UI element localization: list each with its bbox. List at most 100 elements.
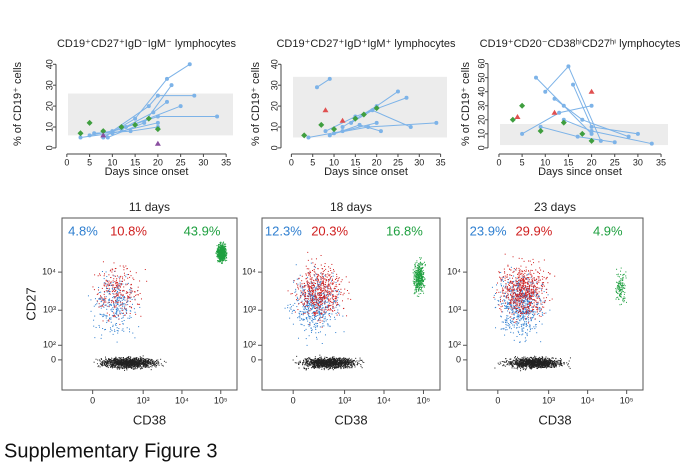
- event: [313, 360, 315, 362]
- event: [332, 362, 334, 364]
- y-axis-label: % of CD19⁺ cells: [12, 61, 24, 146]
- event: [333, 360, 335, 362]
- event: [116, 286, 118, 288]
- point: [118, 124, 125, 130]
- event: [106, 285, 108, 287]
- event: [336, 273, 338, 275]
- event: [317, 280, 319, 282]
- x-tick-label: 5: [520, 157, 525, 167]
- event: [332, 366, 334, 368]
- point: [155, 120, 160, 125]
- event: [331, 365, 333, 367]
- event: [103, 363, 105, 365]
- event: [320, 284, 322, 286]
- event: [342, 308, 344, 310]
- event: [122, 363, 124, 365]
- event: [223, 249, 225, 251]
- event: [133, 308, 135, 310]
- event: [345, 363, 347, 365]
- event: [327, 291, 329, 293]
- event: [294, 302, 296, 304]
- event: [323, 295, 325, 297]
- event: [118, 305, 120, 307]
- event: [221, 257, 223, 259]
- event: [317, 361, 319, 363]
- event: [319, 286, 321, 288]
- event: [313, 318, 315, 320]
- event: [142, 355, 144, 357]
- event: [314, 263, 316, 265]
- event: [320, 309, 322, 311]
- event: [334, 362, 336, 364]
- event: [320, 272, 322, 274]
- event: [307, 311, 309, 313]
- event: [113, 288, 115, 290]
- event: [137, 366, 139, 368]
- x-tick-label: 30: [198, 157, 208, 167]
- event: [321, 310, 323, 312]
- event: [305, 368, 307, 370]
- event: [124, 314, 126, 316]
- event: [321, 297, 323, 299]
- event: [309, 309, 311, 311]
- event: [318, 361, 320, 363]
- event: [330, 282, 332, 284]
- event: [109, 293, 111, 295]
- event: [134, 358, 136, 360]
- event: [117, 293, 119, 295]
- event: [415, 291, 417, 293]
- event: [306, 301, 308, 303]
- event: [219, 256, 221, 258]
- event: [302, 285, 304, 287]
- event: [111, 288, 113, 290]
- event: [339, 361, 341, 363]
- event: [96, 363, 98, 365]
- event: [335, 364, 337, 366]
- event: [324, 312, 326, 314]
- event: [112, 308, 114, 310]
- event: [120, 358, 122, 360]
- event: [122, 315, 124, 317]
- event: [307, 361, 309, 363]
- event: [141, 362, 143, 364]
- x-tick-label: 35: [221, 157, 231, 167]
- event: [111, 360, 113, 362]
- event: [327, 359, 329, 361]
- event: [341, 361, 343, 363]
- event: [116, 364, 118, 366]
- event: [217, 260, 219, 262]
- event: [317, 314, 319, 316]
- event: [310, 330, 312, 332]
- event: [129, 289, 131, 291]
- event: [146, 363, 148, 365]
- event: [337, 364, 339, 366]
- event: [225, 250, 227, 252]
- event: [296, 299, 298, 301]
- event: [118, 299, 120, 301]
- event: [107, 302, 109, 304]
- event: [300, 311, 302, 313]
- point: [78, 135, 83, 140]
- event: [147, 364, 149, 366]
- event: [106, 322, 108, 324]
- event: [314, 318, 316, 320]
- event: [312, 297, 314, 299]
- event: [310, 327, 312, 329]
- event: [126, 312, 128, 314]
- event: [334, 361, 336, 363]
- event: [116, 312, 118, 314]
- event: [104, 304, 106, 306]
- event: [325, 283, 327, 285]
- event: [295, 362, 297, 364]
- event: [333, 295, 335, 297]
- event: [148, 359, 150, 361]
- event: [120, 312, 122, 314]
- event: [105, 364, 107, 366]
- event: [118, 365, 120, 367]
- event: [318, 363, 320, 365]
- event: [346, 366, 348, 368]
- event: [309, 308, 311, 310]
- event: [306, 268, 308, 270]
- event: [224, 253, 226, 255]
- event: [308, 294, 310, 296]
